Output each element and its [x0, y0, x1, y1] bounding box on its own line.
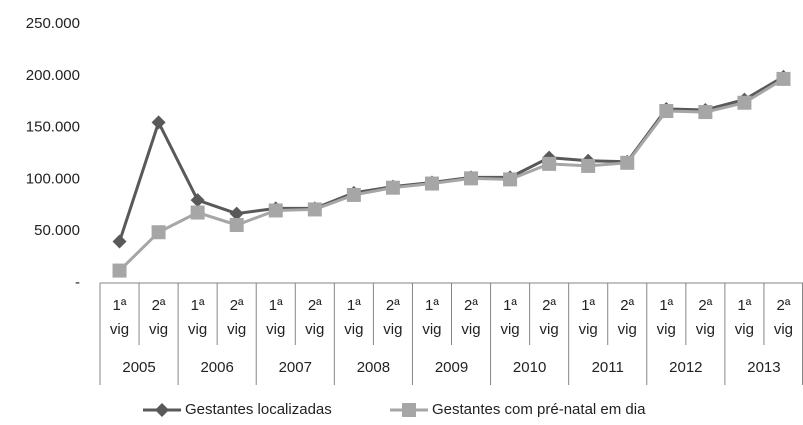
group-label: 2006	[200, 359, 233, 376]
group-label: 2012	[669, 359, 702, 376]
y-tick-label: 50.000	[34, 222, 80, 239]
x-tick-label: 1ª vig	[344, 297, 364, 338]
x-tick-label: 1ª vig	[734, 297, 754, 338]
x-tick-label: 2ª vig	[773, 297, 794, 338]
x-tick-label: 1ª vig	[188, 297, 208, 338]
x-tick-label: 2ª vig	[695, 297, 715, 338]
x-tick-label: 1ª vig	[656, 297, 676, 338]
legend-label: Gestantes localizadas	[185, 401, 332, 418]
y-tick-label: 150.000	[26, 119, 80, 136]
data-point	[620, 155, 635, 170]
x-tick-label: 2ª vig	[383, 297, 403, 338]
data-point	[737, 95, 752, 110]
data-point	[776, 71, 791, 86]
data-point	[385, 180, 400, 195]
data-point	[229, 206, 244, 221]
group-label: 2005	[122, 359, 155, 376]
y-tick-label: 250.000	[26, 15, 80, 32]
group-label: 2011	[592, 359, 624, 376]
legend-label: Gestantes com pré-natal em dia	[432, 401, 646, 418]
data-point	[112, 263, 127, 278]
data-point	[190, 193, 205, 208]
data-point	[112, 234, 127, 249]
data-point	[698, 105, 713, 120]
data-point	[581, 158, 596, 173]
group-label: 2009	[435, 359, 468, 376]
data-point	[307, 202, 322, 217]
data-point	[346, 187, 361, 202]
data-point	[190, 205, 205, 220]
group-label: 2007	[279, 359, 312, 376]
legend-marker	[402, 403, 416, 417]
x-tick-label: 1ª vig	[578, 297, 598, 338]
data-point	[464, 171, 479, 186]
x-tick-label: 1ª vig	[109, 297, 130, 338]
x-tick-label: 2ª vig	[305, 297, 325, 338]
data-point	[229, 217, 244, 232]
group-label: 2013	[747, 359, 780, 376]
data-point	[151, 115, 166, 130]
y-tick-label: -	[75, 274, 80, 291]
series-line	[118, 75, 785, 243]
data-point	[659, 104, 674, 119]
data-point	[542, 156, 557, 171]
x-tick-label: 2ª vig	[148, 297, 169, 338]
x-tick-label: 1ª vig	[422, 297, 442, 338]
y-tick-label: 200.000	[26, 67, 80, 84]
data-point	[424, 176, 439, 191]
series-line	[118, 77, 785, 272]
group-label: 2008	[357, 359, 390, 376]
data-point	[151, 225, 166, 240]
y-tick-label: 100.000	[26, 170, 80, 187]
data-point	[268, 203, 283, 218]
x-tick-label: 2ª vig	[227, 297, 247, 338]
x-tick-label: 2ª vig	[539, 297, 559, 338]
legend-marker	[155, 403, 169, 417]
data-point	[503, 172, 518, 187]
group-label: 2010	[513, 359, 546, 376]
x-tick-label: 1ª vig	[500, 297, 520, 338]
x-tick-label: 2ª vig	[461, 297, 481, 338]
x-tick-label: 1ª vig	[266, 297, 286, 338]
x-tick-label: 2ª vig	[617, 297, 637, 338]
